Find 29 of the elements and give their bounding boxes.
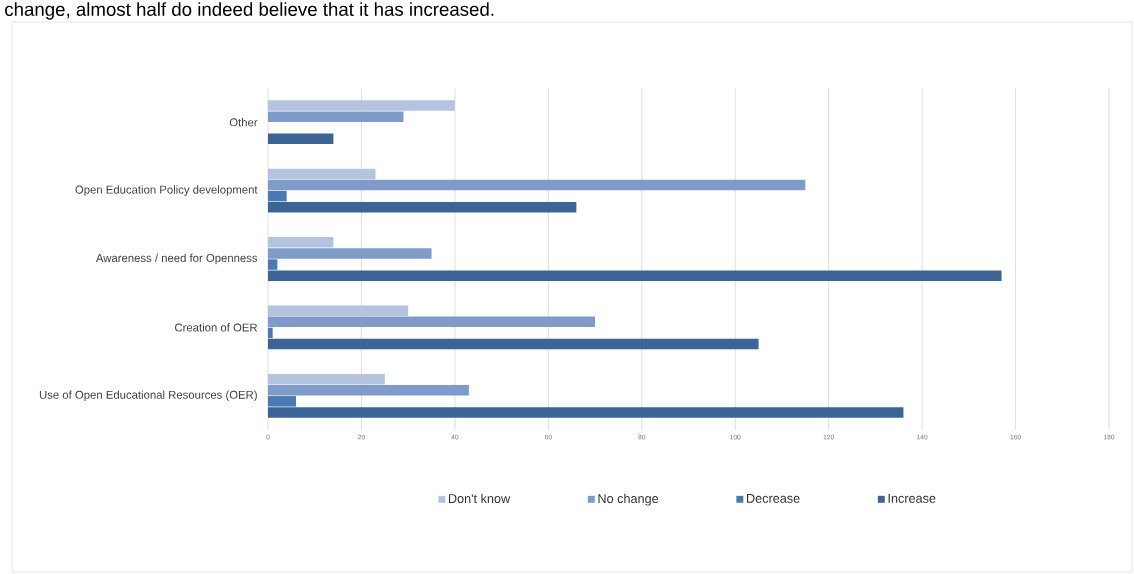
bar: [268, 338, 759, 350]
bar: [268, 305, 409, 316]
legend-label: Increase: [888, 493, 936, 503]
bar: [268, 111, 404, 122]
bar: [268, 248, 432, 259]
bar: [268, 100, 455, 111]
legend-label: Decrease: [747, 493, 800, 503]
y-tick-label: Open Education Policy development: [75, 185, 258, 196]
y-tick-label: Use of Open Educational Resources (OER): [39, 390, 257, 402]
legend-label: Don't know: [448, 493, 511, 504]
bar: [268, 179, 806, 191]
bar: [268, 270, 1002, 281]
bar: [268, 237, 334, 248]
y-tick-label: Creation of OER: [175, 323, 258, 332]
bar: [268, 133, 334, 145]
bar: [268, 168, 376, 180]
y-tick-label: Awareness / need for Openness: [95, 253, 258, 265]
bar: [268, 407, 904, 418]
bar: [268, 201, 577, 213]
bar: [268, 327, 273, 339]
bar: [268, 190, 287, 202]
y-tick-label: Other: [229, 118, 258, 127]
bar: [268, 373, 385, 385]
legend-label: No change: [598, 493, 659, 506]
text: change, almost half do indeed believe that it has increased.: [5, 2, 494, 20]
bar: [268, 316, 596, 328]
bar: [268, 396, 297, 407]
bar: [268, 259, 278, 270]
bar: [268, 384, 469, 396]
